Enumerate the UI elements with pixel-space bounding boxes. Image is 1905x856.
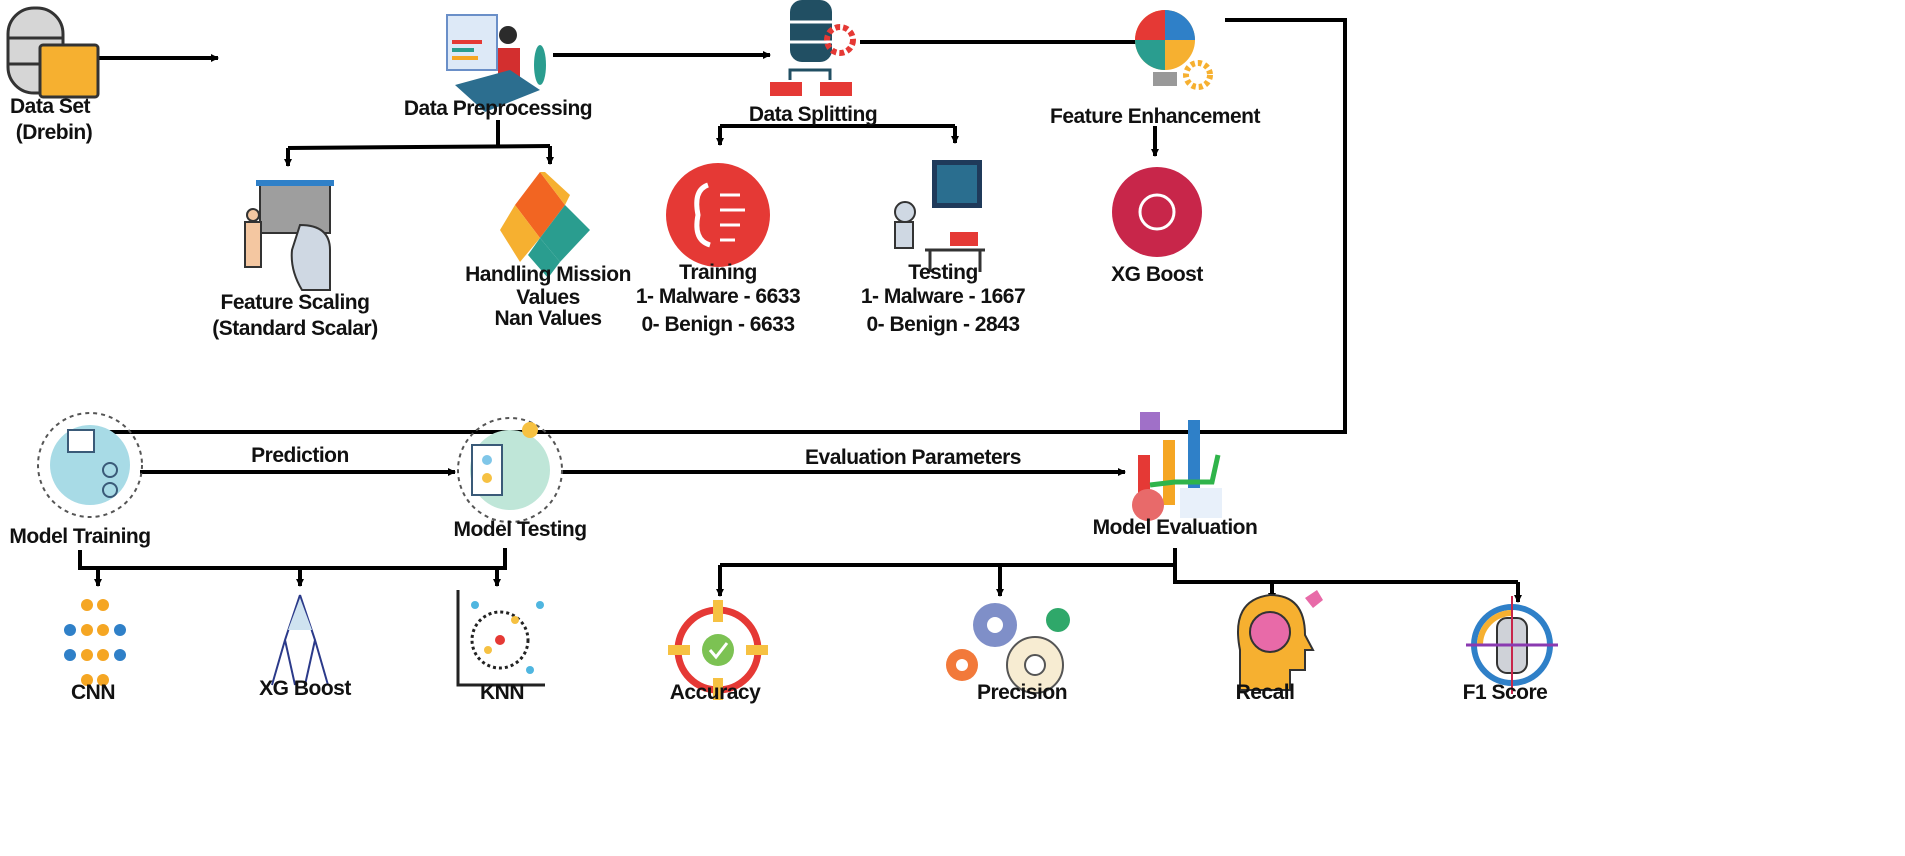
testing-malware: 1- Malware - 1667 [860, 285, 1026, 308]
missing-line2: Values [516, 286, 580, 309]
puzzle-icon [500, 172, 590, 278]
dataset-subtitle: (Drebin) [15, 121, 93, 144]
training-malware: 1- Malware - 6633 [635, 285, 801, 308]
missing-line3: Nan Values [494, 307, 602, 330]
testing-benign: 0- Benign - 2843 [866, 313, 1020, 336]
database-target-icon [1466, 596, 1558, 694]
model-training-title: Model Training [9, 525, 151, 548]
dataset-title: Data Set [9, 95, 91, 118]
brain-circuit-icon [666, 163, 770, 267]
splitting-title: Data Splitting [748, 103, 878, 126]
tree-icon [271, 594, 329, 686]
f1-score-title: F1 Score [1462, 681, 1548, 704]
enhancement-title: Feature Enhancement [1050, 105, 1260, 128]
ml-testing-icon [457, 417, 563, 523]
accuracy-title: Accuracy [669, 681, 761, 704]
training-benign: 0- Benign - 6633 [641, 313, 795, 336]
model-evaluation-title: Model Evaluation [1092, 516, 1258, 539]
head-bulb-icon [1112, 167, 1202, 257]
gears-icon [946, 603, 1070, 694]
database-folder-icon [6, 6, 100, 99]
preprocessing-title: Data Preprocessing [403, 97, 593, 120]
prediction-label: Prediction [251, 444, 349, 467]
target-check-icon [668, 600, 768, 700]
recall-title: Recall [1235, 681, 1295, 704]
teacher-ai-head-icon [244, 180, 334, 291]
cnn-title: CNN [71, 681, 116, 704]
evaluation-parameters-label: Evaluation Parameters [805, 446, 1021, 469]
person-dashboard-icon [446, 14, 546, 112]
database-gear-icon [770, 0, 856, 96]
scaling-subtitle: (Standard Scalar) [212, 317, 378, 340]
scaling-title: Feature Scaling [220, 291, 370, 314]
ml-training-icon [37, 412, 143, 518]
model-testing-title: Model Testing [453, 518, 587, 541]
training-title: Training [679, 261, 757, 284]
brain-head-icon [1237, 590, 1323, 691]
knn-title: KNN [480, 681, 525, 704]
bar-chart-icon [1132, 412, 1222, 521]
testing-title: Testing [908, 261, 978, 284]
xgboost-fe-title: XG Boost [1111, 263, 1203, 286]
branch-models [78, 548, 507, 570]
xgboost-title: XG Boost [259, 677, 351, 700]
precision-title: Precision [976, 681, 1068, 704]
robot-desk-icon [894, 160, 985, 272]
branch-metrics [1173, 548, 1518, 584]
neural-network-icon [64, 599, 126, 686]
missing-title: Handling Mission [465, 263, 631, 286]
puzzle-bulb-gears-icon [1135, 10, 1213, 90]
cluster-icon [456, 590, 545, 687]
